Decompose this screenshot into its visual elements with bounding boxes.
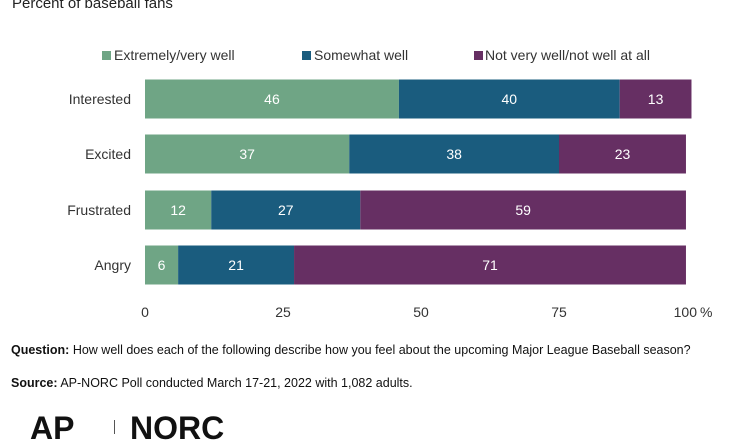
bar-frustrated-not-very-well-not-well-at-all — [360, 190, 686, 230]
legend-swatch-somewhat-well — [302, 51, 311, 60]
x-tick-label-25: 25 — [275, 304, 291, 320]
bar-interested-extremely-very-well — [145, 79, 399, 119]
data-label-angry-not-very-well-not-well-at-all: 71 — [482, 257, 498, 273]
category-label-angry: Angry — [94, 257, 131, 273]
bar-excited-extremely-very-well — [145, 134, 350, 174]
category-label-interested: Interested — [69, 91, 131, 107]
source-text: AP-NORC Poll conducted March 17-21, 2022… — [60, 376, 413, 390]
data-label-angry-extremely-very-well: 6 — [158, 257, 166, 273]
data-label-interested-somewhat-well: 40 — [502, 91, 518, 107]
bar-frustrated-extremely-very-well — [145, 190, 212, 230]
bar-interested-not-very-well-not-well-at-all — [619, 79, 692, 119]
data-label-interested-extremely-very-well: 46 — [264, 91, 280, 107]
bar-excited-somewhat-well — [349, 134, 559, 174]
logo-norc: NORC — [130, 410, 225, 446]
category-label-frustrated: Frustrated — [67, 202, 131, 218]
data-label-interested-not-very-well-not-well-at-all: 13 — [648, 91, 664, 107]
x-tick-label-75: 75 — [551, 304, 567, 320]
legend-label-extremely-very-well: Extremely/very well — [114, 47, 235, 63]
x-tick-label-100: 100 — [674, 304, 698, 320]
source-note: Source: AP-NORC Poll conducted March 17-… — [11, 376, 731, 391]
chart-subtitle: Percent of baseball fans — [12, 0, 173, 12]
x-axis-unit: % — [700, 304, 712, 320]
data-label-frustrated-somewhat-well: 27 — [278, 202, 294, 218]
data-label-angry-somewhat-well: 21 — [228, 257, 244, 273]
bar-angry-extremely-very-well — [145, 245, 179, 285]
data-label-excited-somewhat-well: 38 — [446, 146, 462, 162]
bar-interested-somewhat-well — [398, 79, 620, 119]
x-tick-label-0: 0 — [141, 304, 149, 320]
bar-frustrated-somewhat-well — [211, 190, 361, 230]
bar-excited-not-very-well-not-well-at-all — [559, 134, 686, 174]
data-label-frustrated-not-very-well-not-well-at-all: 59 — [515, 202, 531, 218]
legend-swatch-extremely-very-well — [102, 51, 111, 60]
legend-label-somewhat-well: Somewhat well — [314, 47, 408, 63]
x-tick-label-50: 50 — [413, 304, 429, 320]
stacked-bar-chart: Extremely/very well Somewhat well Not very… — [67, 47, 712, 320]
logo-ap: AP — [30, 410, 75, 446]
logo-divider — [114, 420, 115, 434]
question-text: How well does each of the following desc… — [72, 343, 691, 357]
ap-norc-logo: AP NORC — [30, 412, 330, 444]
legend-label-not-very-well-not-well-at-all: Not very well/not well at all — [485, 47, 650, 63]
category-label-excited: Excited — [85, 146, 131, 162]
data-label-frustrated-extremely-very-well: 12 — [170, 202, 186, 218]
bar-angry-somewhat-well — [178, 245, 295, 285]
data-label-excited-not-very-well-not-well-at-all: 23 — [615, 146, 631, 162]
legend-swatch-not-very-well-not-well-at-all — [474, 51, 483, 60]
question-note: Question: How well does each of the foll… — [11, 343, 731, 358]
data-label-excited-extremely-very-well: 37 — [239, 146, 255, 162]
bar-angry-not-very-well-not-well-at-all — [294, 245, 686, 285]
source-label: Source: — [11, 376, 58, 390]
question-label: Question: — [11, 343, 70, 357]
